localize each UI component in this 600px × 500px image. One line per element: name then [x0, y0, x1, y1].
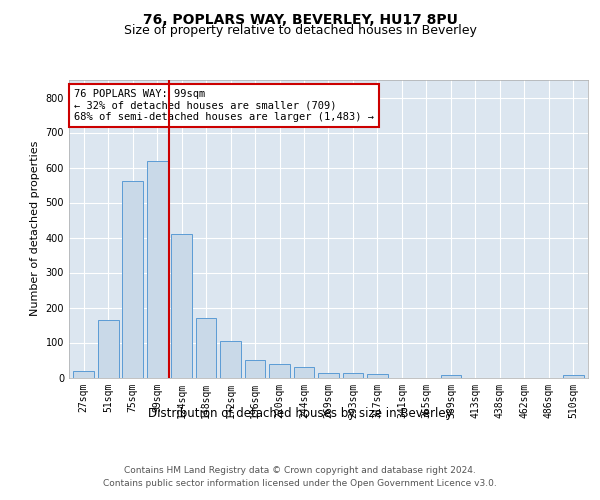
- Bar: [245, 360, 265, 378]
- Text: Contains public sector information licensed under the Open Government Licence v3: Contains public sector information licen…: [103, 479, 497, 488]
- Bar: [220, 342, 241, 378]
- Text: 76, POPLARS WAY, BEVERLEY, HU17 8PU: 76, POPLARS WAY, BEVERLEY, HU17 8PU: [143, 12, 457, 26]
- Bar: [563, 375, 584, 378]
- Bar: [73, 371, 94, 378]
- Bar: [318, 372, 339, 378]
- Bar: [122, 181, 143, 378]
- Bar: [269, 364, 290, 378]
- Bar: [293, 367, 314, 378]
- Text: Size of property relative to detached houses in Beverley: Size of property relative to detached ho…: [124, 24, 476, 37]
- Bar: [343, 373, 364, 378]
- Bar: [440, 375, 461, 378]
- Bar: [367, 374, 388, 378]
- Text: Contains HM Land Registry data © Crown copyright and database right 2024.: Contains HM Land Registry data © Crown c…: [124, 466, 476, 475]
- Bar: [171, 234, 192, 378]
- Bar: [98, 320, 119, 378]
- Bar: [147, 161, 167, 378]
- Text: 76 POPLARS WAY: 99sqm
← 32% of detached houses are smaller (709)
68% of semi-det: 76 POPLARS WAY: 99sqm ← 32% of detached …: [74, 89, 374, 122]
- Text: Distribution of detached houses by size in Beverley: Distribution of detached houses by size …: [148, 408, 452, 420]
- Bar: [196, 318, 217, 378]
- Y-axis label: Number of detached properties: Number of detached properties: [30, 141, 40, 316]
